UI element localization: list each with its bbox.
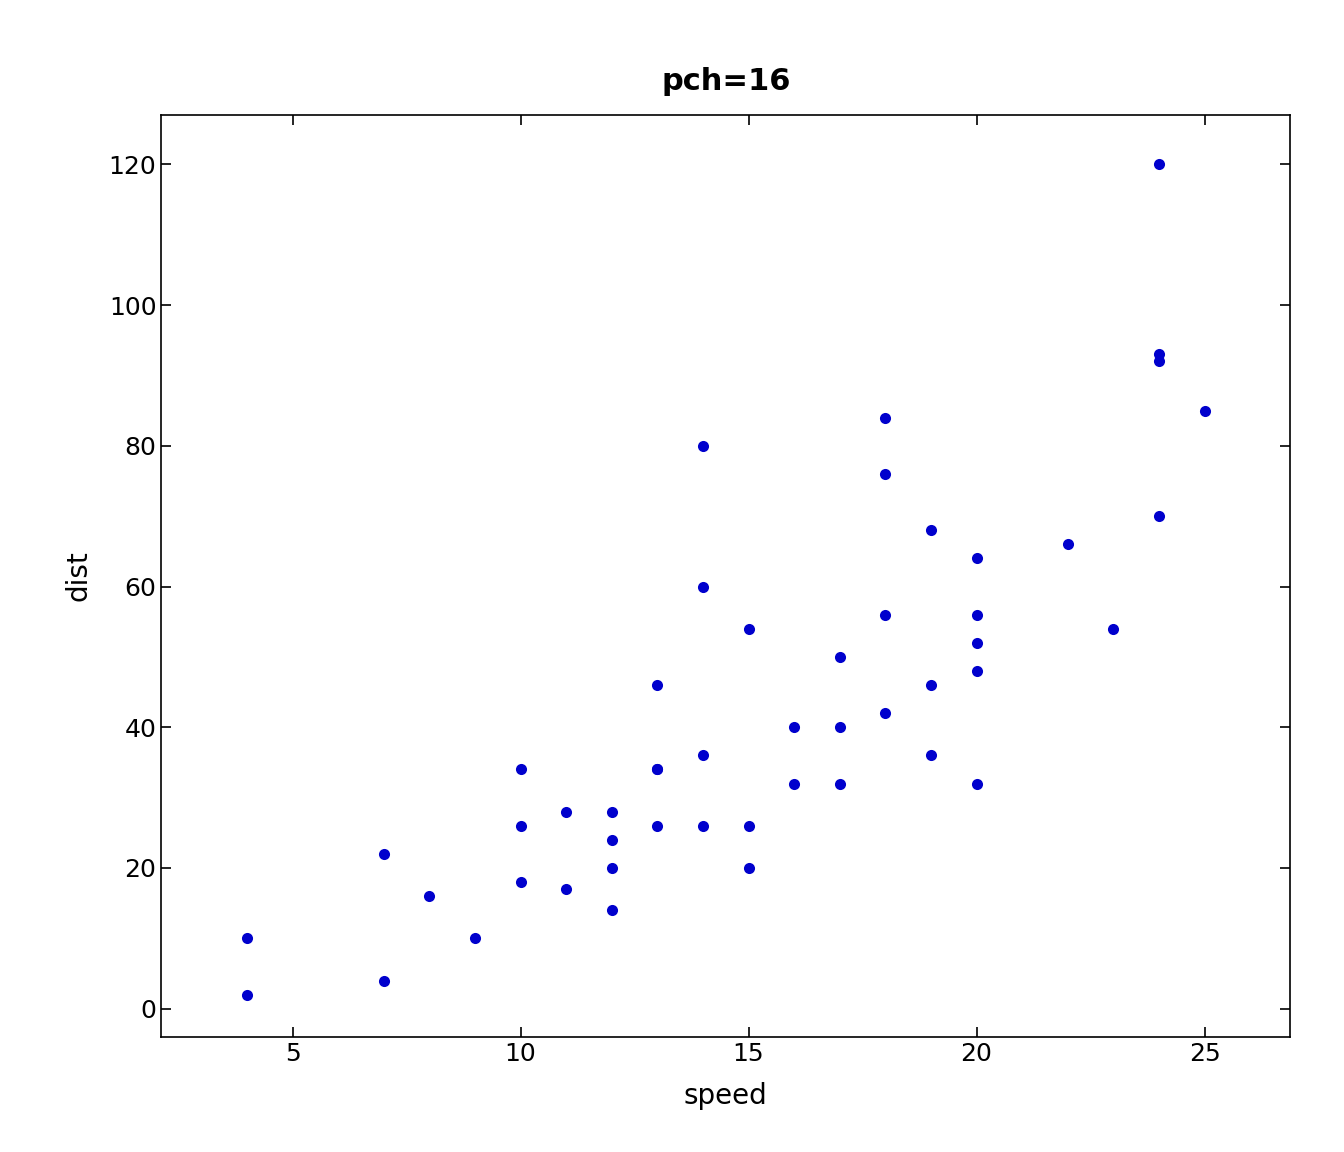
Point — [601, 803, 622, 821]
Point — [829, 718, 851, 736]
Point — [237, 985, 258, 1003]
Point — [601, 858, 622, 877]
Point — [692, 437, 714, 455]
Point — [1056, 536, 1078, 554]
X-axis label: speed: speed — [684, 1083, 767, 1111]
Point — [509, 817, 531, 835]
Point — [374, 844, 395, 863]
Point — [1148, 346, 1169, 364]
Point — [646, 817, 668, 835]
Point — [237, 930, 258, 948]
Point — [464, 930, 485, 948]
Point — [875, 704, 896, 722]
Point — [646, 760, 668, 779]
Point — [1102, 620, 1124, 638]
Point — [692, 746, 714, 765]
Point — [1193, 401, 1215, 419]
Point — [646, 676, 668, 695]
Point — [875, 409, 896, 427]
Point — [555, 880, 577, 899]
Point — [646, 760, 668, 779]
Point — [921, 746, 942, 765]
Point — [966, 550, 988, 568]
Point — [966, 634, 988, 652]
Point — [875, 464, 896, 483]
Point — [738, 858, 759, 877]
Title: pch=16: pch=16 — [661, 67, 790, 97]
Point — [921, 676, 942, 695]
Point — [1148, 507, 1169, 525]
Point — [738, 817, 759, 835]
Point — [829, 774, 851, 793]
Point — [966, 606, 988, 624]
Point — [738, 620, 759, 638]
Point — [374, 971, 395, 990]
Point — [875, 606, 896, 624]
Point — [1148, 353, 1169, 371]
Point — [509, 760, 531, 779]
Point — [692, 577, 714, 596]
Point — [601, 901, 622, 919]
Point — [601, 831, 622, 849]
Y-axis label: dist: dist — [65, 551, 91, 601]
Point — [1148, 156, 1169, 174]
Point — [784, 718, 805, 736]
Point — [829, 647, 851, 666]
Point — [418, 887, 439, 905]
Point — [921, 521, 942, 539]
Point — [966, 774, 988, 793]
Point — [784, 774, 805, 793]
Point — [509, 873, 531, 892]
Point — [692, 817, 714, 835]
Point — [966, 661, 988, 680]
Point — [555, 803, 577, 821]
